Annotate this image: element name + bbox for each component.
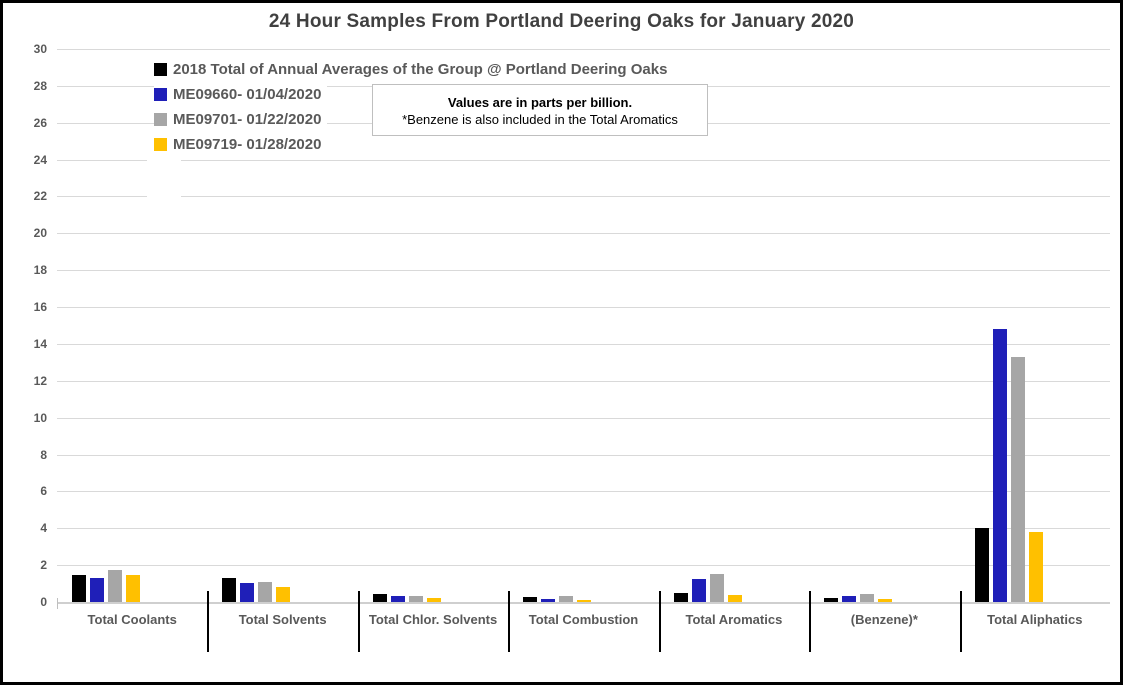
- x-axis-line: [57, 602, 1110, 604]
- gridline: [57, 380, 1110, 382]
- white-overlay-box: [147, 155, 181, 208]
- gridline: [57, 159, 1110, 161]
- x-axis-category-label: Total Coolants: [87, 612, 177, 627]
- y-axis-tick-label: 6: [40, 484, 47, 499]
- bar-1-1: [72, 575, 86, 602]
- x-axis-category-label: (Benzene)*: [850, 612, 918, 627]
- y-axis-tick-label: 0: [40, 595, 47, 609]
- gridline: [57, 454, 1110, 456]
- x-axis-category-label: Total Aliphatics: [987, 612, 1083, 627]
- bar-3-3: [408, 596, 423, 602]
- bar-3-4: [559, 596, 574, 602]
- y-axis-tick-label: 10: [33, 410, 47, 425]
- bar-2-6: [842, 595, 857, 602]
- bar-2-2: [240, 582, 255, 602]
- category-divider: [809, 591, 812, 652]
- bar-2-7: [992, 329, 1007, 602]
- y-axis-tick-label: 26: [33, 115, 47, 130]
- y-axis-tick-label: 28: [33, 78, 47, 93]
- gridline: [57, 491, 1110, 493]
- gridline: [57, 417, 1110, 419]
- x-axis-corner-tick: [57, 598, 58, 609]
- legend-swatch: [154, 88, 167, 101]
- legend-item: ME09719- 01/28/2020: [154, 132, 328, 157]
- legend-item: ME09660- 01/04/2020: [154, 82, 328, 107]
- legend-label: 2018 Total of Annual Averages of the Gro…: [173, 61, 668, 78]
- legend-item: ME09701- 01/22/2020: [154, 107, 328, 132]
- bar-4-5: [727, 594, 742, 602]
- y-axis-tick-label: 22: [33, 189, 47, 204]
- x-axis-category-label: Total Chlor. Solvents: [368, 612, 498, 627]
- bar-3-1: [108, 569, 122, 602]
- bar-2-3: [390, 596, 405, 602]
- note-line2: *Benzene is also included in the Total A…: [402, 112, 678, 127]
- y-axis-tick-label: 30: [33, 42, 47, 56]
- bar-1-2: [222, 578, 237, 602]
- bar-2-5: [691, 578, 706, 602]
- gridline: [57, 565, 1110, 567]
- gridline: [57, 528, 1110, 530]
- legend-swatch: [154, 63, 167, 76]
- y-axis-tick-label: 24: [33, 152, 47, 167]
- bar-1-4: [523, 597, 538, 602]
- bar-4-7: [1028, 531, 1043, 602]
- legend-swatch: [154, 113, 167, 126]
- bar-4-1: [126, 575, 140, 602]
- bar-1-5: [673, 592, 688, 602]
- y-axis-tick-label: 14: [33, 336, 47, 351]
- x-axis-category-label: Total Aromatics: [685, 612, 783, 627]
- y-axis-tick-label: 18: [33, 263, 47, 278]
- category-divider: [207, 591, 210, 652]
- gridline: [57, 196, 1110, 198]
- bar-2-1: [90, 578, 104, 602]
- bar-2-4: [541, 599, 556, 602]
- category-divider: [357, 591, 360, 652]
- y-axis-tick-label: 12: [33, 373, 47, 388]
- legend: 2018 Total of Annual Averages of the Gro…: [154, 57, 674, 157]
- legend-label: ME09719- 01/28/2020: [173, 136, 322, 153]
- bar-3-6: [860, 593, 875, 602]
- y-axis-tick-label: 2: [40, 558, 47, 573]
- x-axis-category-label: Total Combustion: [528, 612, 639, 627]
- legend-item: 2018 Total of Annual Averages of the Gro…: [154, 57, 674, 82]
- note-line1: Values are in parts per billion.: [447, 95, 633, 110]
- bar-4-6: [878, 599, 893, 602]
- bar-1-6: [824, 598, 839, 602]
- legend-label: ME09701- 01/22/2020: [173, 111, 322, 128]
- category-divider: [658, 591, 661, 652]
- note-box: Values are in parts per billion. *Benzen…: [372, 84, 708, 136]
- y-axis-tick-label: 16: [33, 300, 47, 315]
- legend-swatch: [154, 138, 167, 151]
- gridline: [57, 307, 1110, 309]
- bar-4-3: [426, 598, 441, 602]
- y-axis-tick-label: 20: [33, 226, 47, 241]
- legend-label: ME09660- 01/04/2020: [173, 86, 322, 103]
- bar-3-7: [1010, 356, 1025, 602]
- bar-4-2: [276, 587, 291, 602]
- x-axis-category-label: Total Solvents: [238, 612, 327, 627]
- y-axis-tick-label: 4: [40, 521, 47, 536]
- category-divider: [959, 591, 962, 652]
- gridline: [57, 233, 1110, 235]
- bar-1-7: [974, 528, 989, 602]
- bar-3-5: [709, 574, 724, 602]
- bar-3-2: [258, 581, 273, 602]
- gridline: [57, 270, 1110, 272]
- gridline: [57, 343, 1110, 345]
- gridline: [57, 49, 1110, 50]
- bar-1-3: [372, 593, 387, 602]
- chart-title: 24 Hour Samples From Portland Deering Oa…: [268, 11, 855, 32]
- y-axis-tick-label: 8: [40, 447, 47, 462]
- bar-4-4: [577, 600, 592, 602]
- category-divider: [508, 591, 511, 652]
